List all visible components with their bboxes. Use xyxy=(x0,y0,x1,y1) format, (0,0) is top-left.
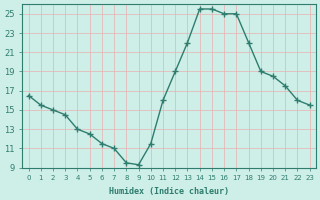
X-axis label: Humidex (Indice chaleur): Humidex (Indice chaleur) xyxy=(109,187,229,196)
